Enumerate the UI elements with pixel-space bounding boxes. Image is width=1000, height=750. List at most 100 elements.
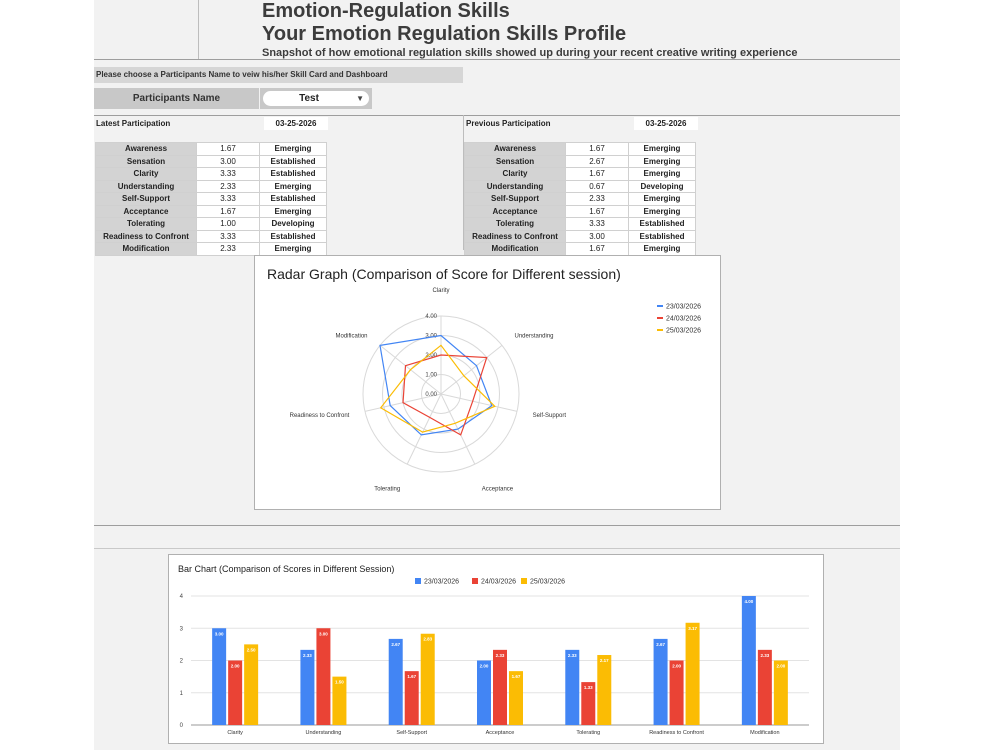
legend-swatch	[521, 578, 527, 584]
header-separator	[94, 59, 900, 60]
bar	[581, 682, 596, 725]
bar-plot: 0 1 2 3 4 3.00 2.00 2.50 Clarity 2.33 3.00 1.50 Unde…	[180, 578, 809, 736]
header-divider	[198, 0, 199, 59]
skill-cell: Awareness	[464, 142, 566, 156]
bar	[653, 638, 668, 725]
previous-participation-label: Previous Participation	[466, 119, 551, 128]
chevron-down-icon[interactable]: ▼	[356, 94, 364, 103]
skill-cell: Acceptance	[464, 204, 566, 218]
skill-cell: Modification	[464, 242, 566, 256]
bar-y-tick-label: 4	[180, 594, 184, 600]
radar-category-label: Modification	[335, 333, 367, 339]
radar-spoke	[440, 393, 518, 412]
previous-skills-table: Awareness 1.67 Emerging Sensation 2.67 Emergi…	[464, 142, 696, 256]
bar-y-tick-label: 1	[180, 691, 184, 697]
table-row: Modification 1.67 Emerging	[464, 242, 696, 256]
bar-data-label: 2.67	[656, 642, 665, 647]
table-row: Self-Support 3.33 Established	[95, 192, 327, 206]
score-cell: 1.00	[196, 217, 260, 231]
bar	[300, 649, 315, 725]
table-row: Understanding 0.67 Developing	[464, 179, 696, 193]
participant-dropdown-value: Test	[299, 93, 319, 104]
bar-data-label: 1.67	[512, 674, 521, 679]
skill-cell: Clarity	[464, 167, 566, 181]
table-row: Tolerating 3.33 Established	[464, 217, 696, 231]
spreadsheet-dashboard: Emotion-Regulation Skills Your Emotion R…	[94, 0, 900, 750]
legend-label: 25/03/2026	[666, 328, 701, 335]
score-cell: 1.67	[565, 142, 629, 156]
bar	[509, 671, 523, 725]
bar	[316, 628, 331, 725]
bar-data-label: 2.17	[600, 658, 609, 663]
table-row: Clarity 3.33 Established	[95, 167, 327, 181]
level-cell: Emerging	[628, 142, 696, 156]
bar	[773, 660, 788, 725]
radar-category-label: Self-Support	[533, 413, 567, 419]
bar-category-label: Modification	[750, 730, 779, 736]
level-cell: Emerging	[259, 242, 327, 256]
level-cell: Emerging	[628, 204, 696, 218]
skill-cell: Readiness to Confront	[95, 229, 197, 243]
score-cell: 3.33	[565, 217, 629, 231]
score-cell: 3.33	[196, 192, 260, 206]
score-cell: 2.33	[196, 242, 260, 256]
bar-data-label: 1.33	[584, 685, 593, 690]
bar-category-label: Understanding	[306, 730, 342, 736]
legend-label: 24/03/2026	[666, 316, 701, 323]
skill-cell: Tolerating	[95, 217, 197, 231]
level-cell: Emerging	[259, 179, 327, 193]
bar-y-tick-label: 2	[180, 659, 184, 665]
legend-label: 24/03/2026	[481, 579, 516, 586]
bar-category-label: Clarity	[227, 730, 243, 736]
tables-divider	[463, 115, 464, 250]
bar-chart: Bar Chart (Comparison of Scores in Diffe…	[168, 554, 824, 744]
table-row: Self-Support 2.33 Emerging	[464, 192, 696, 206]
level-cell: Emerging	[628, 192, 696, 206]
score-cell: 0.67	[565, 179, 629, 193]
bar-data-label: 3.00	[319, 631, 328, 636]
bar-category-label: Readiness to Confront	[649, 730, 704, 736]
bar	[669, 660, 684, 725]
radar-series-line	[379, 344, 496, 433]
bar-category-label: Tolerating	[576, 730, 600, 736]
table-row: Readiness to Confront 3.00 Established	[464, 229, 696, 243]
radar-category-label: Clarity	[432, 288, 449, 294]
skill-cell: Modification	[95, 242, 197, 256]
score-cell: 3.00	[565, 229, 629, 243]
page-subtitle: Snapshot of how emotional regulation ski…	[262, 47, 798, 59]
radar-plot: Clarity Understanding Self-Support Acceptan…	[290, 288, 701, 493]
table-row: Modification 2.33 Emerging	[95, 242, 327, 256]
legend-label: 23/03/2026	[666, 304, 701, 311]
bar	[212, 628, 227, 725]
bar-data-label: 2.00	[672, 664, 681, 669]
score-cell: 2.33	[196, 179, 260, 193]
legend-swatch	[472, 578, 478, 584]
score-cell: 1.67	[565, 167, 629, 181]
table-row: Sensation 3.00 Established	[95, 154, 327, 168]
bar	[565, 649, 580, 725]
participant-dropdown[interactable]: Test ▼	[260, 88, 372, 109]
level-cell: Developing	[259, 217, 327, 231]
legend-swatch	[415, 578, 421, 584]
score-cell: 2.67	[565, 154, 629, 168]
score-cell: 3.00	[196, 154, 260, 168]
chart-separator-2	[94, 548, 900, 549]
bar-chart-title: Bar Chart (Comparison of Scores in Diffe…	[178, 564, 395, 574]
bar	[228, 660, 243, 725]
bar-data-label: 4.00	[744, 599, 753, 604]
page-title: Emotion-Regulation Skills	[262, 0, 510, 22]
radar-tick-label: 1.00	[425, 373, 437, 379]
radar-spoke	[440, 344, 503, 395]
bar	[404, 671, 419, 725]
score-cell: 3.33	[196, 229, 260, 243]
level-cell: Emerging	[628, 242, 696, 256]
bar	[741, 596, 756, 725]
skill-cell: Awareness	[95, 142, 197, 156]
score-cell: 1.67	[196, 204, 260, 218]
table-row: Sensation 2.67 Emerging	[464, 154, 696, 168]
level-cell: Emerging	[628, 154, 696, 168]
bar	[493, 649, 507, 725]
bar-data-label: 2.33	[496, 653, 505, 658]
table-row: Acceptance 1.67 Emerging	[464, 204, 696, 218]
level-cell: Established	[628, 229, 696, 243]
